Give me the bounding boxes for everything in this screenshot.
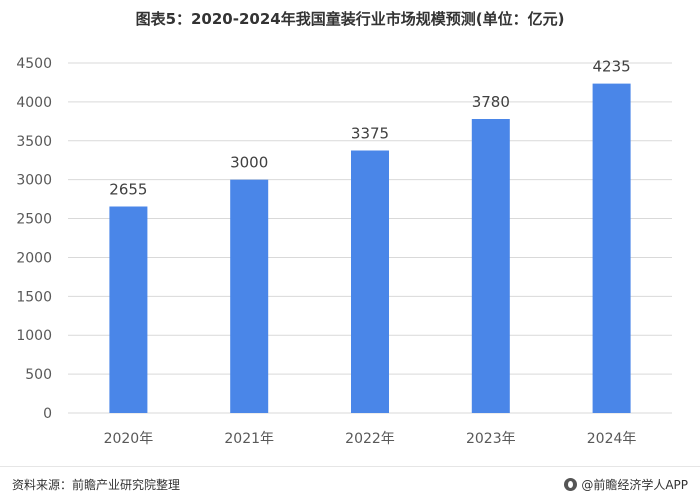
y-tick-label: 500 xyxy=(25,367,52,383)
y-tick-label: 3000 xyxy=(16,173,52,189)
x-tick-label: 2020年 xyxy=(104,431,154,447)
x-tick-label: 2024年 xyxy=(587,431,637,447)
x-tick-label: 2023年 xyxy=(466,431,516,447)
y-tick-label: 4500 xyxy=(16,56,52,72)
brand-text: @前瞻经济学人APP xyxy=(581,478,688,492)
y-tick-label: 4000 xyxy=(16,95,52,111)
x-tick-label: 2022年 xyxy=(345,431,395,447)
bars xyxy=(109,83,631,413)
data-labels: 2655 3000 3375 3780 4235 xyxy=(109,58,630,199)
y-tick-label: 1000 xyxy=(16,328,52,344)
brand-logo-icon xyxy=(564,478,578,491)
bar-chart: 0 500 1000 1500 2000 2500 3000 3500 4000 4500 265… xyxy=(16,56,672,447)
data-label: 3780 xyxy=(472,93,510,111)
data-label: 3375 xyxy=(351,125,389,143)
x-axis-ticks: 2020年 2021年 2022年 2023年 2024年 xyxy=(104,431,637,447)
bar xyxy=(230,179,269,413)
data-label: 2655 xyxy=(109,181,147,199)
x-tick-label: 2021年 xyxy=(224,431,274,447)
footer: 资料来源：前瞻产业研究院整理 @前瞻经济学人APP xyxy=(0,466,700,501)
bar xyxy=(471,119,510,413)
y-tick-label: 3500 xyxy=(16,134,52,150)
y-tick-label: 2500 xyxy=(16,212,52,228)
brand-attribution: @前瞻经济学人APP xyxy=(564,476,688,493)
source-note: 资料来源：前瞻产业研究院整理 xyxy=(12,478,181,492)
y-tick-label: 2000 xyxy=(16,250,52,266)
data-label: 3000 xyxy=(230,154,268,172)
y-tick-label: 0 xyxy=(43,406,52,422)
y-tick-label: 1500 xyxy=(16,289,52,305)
bar xyxy=(351,150,389,413)
bar xyxy=(592,83,631,413)
y-axis-ticks: 0 500 1000 1500 2000 2500 3000 3500 4000 4500 xyxy=(16,56,52,422)
chart-title: 图表5：2020-2024年我国童装行业市场规模预测(单位：亿元) xyxy=(135,10,565,28)
data-label: 4235 xyxy=(593,58,631,76)
bar xyxy=(109,206,148,413)
